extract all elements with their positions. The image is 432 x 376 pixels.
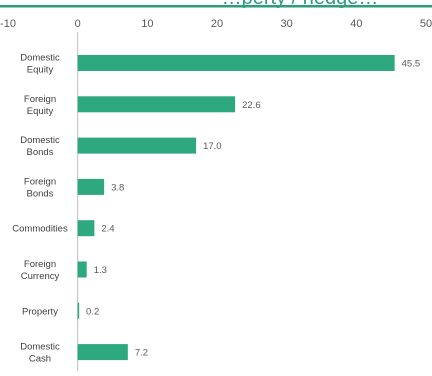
x-tick-label: 40 [350,18,362,30]
bar [77,344,128,361]
bar [77,261,87,278]
title-layer: …perty / hedge… [0,0,432,9]
data-labels: 45.5 22.6 17.0 3.8 2.4 1.3 0.2 7.2 [86,59,420,359]
data-label: 0.2 [86,306,99,317]
category-label: Bonds [27,147,54,158]
chart-title: …perty / hedge… [222,0,379,9]
bar [77,302,80,319]
bars [77,55,395,361]
category-label: Commodities [12,224,68,235]
category-label: Equity [27,106,54,117]
bar [77,96,236,113]
data-label: 3.8 [111,182,124,193]
data-label: 7.2 [135,348,148,359]
category-label: Property [22,306,58,317]
data-label: 45.5 [402,59,421,70]
category-label: Foreign [24,94,56,105]
bar [77,55,395,71]
category-label: Domestic [20,342,60,353]
title-underline [0,5,432,8]
x-tick-label: -10 [0,18,16,30]
category-label: Foreign [24,259,56,270]
data-label: 1.3 [94,265,107,276]
bar [77,178,105,195]
category-label: Foreign [24,176,56,187]
category-labels: DomesticEquityForeignEquityDomesticBonds… [12,53,68,365]
x-tick-label: 0 [75,18,81,30]
category-label: Bonds [27,188,54,199]
bar [77,220,95,237]
category-label: Domestic [20,135,60,146]
x-tick-label: 10 [141,18,153,30]
data-label: 22.6 [242,100,261,111]
data-label: 2.4 [101,224,114,235]
category-label: Equity [27,65,54,76]
category-label: Domestic [20,53,60,64]
category-label: Cash [29,354,51,365]
x-tick-label: 30 [281,18,293,30]
x-tick-label: 20 [211,18,223,30]
x-tick-label: 50 [420,18,432,30]
bar [77,137,197,154]
data-label: 17.0 [203,141,222,152]
category-label: Currency [21,271,60,282]
